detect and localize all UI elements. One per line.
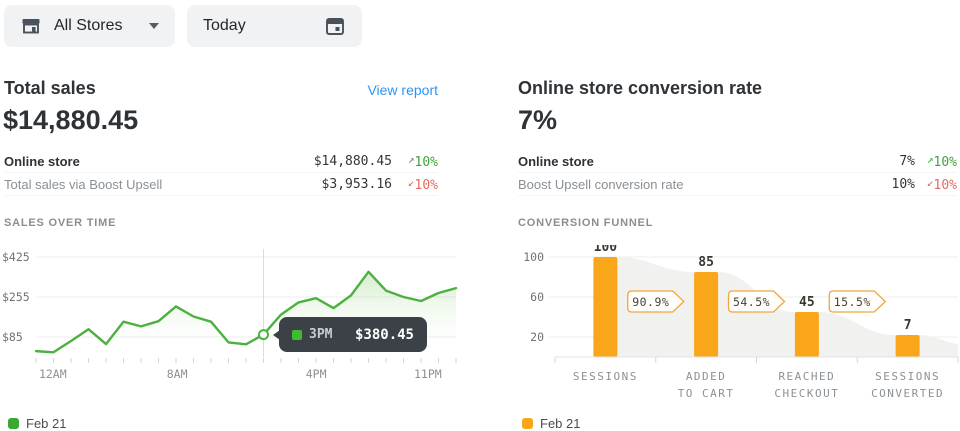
calendar-icon bbox=[326, 18, 344, 35]
svg-text:SESSIONS: SESSIONS bbox=[875, 370, 940, 383]
svg-text:SESSIONS: SESSIONS bbox=[573, 370, 638, 383]
total-sales-title: Total sales bbox=[4, 78, 96, 98]
svg-text:REACHED: REACHED bbox=[778, 370, 835, 383]
conversion-breakdown: Online store 7% ↗10% Boost Upsell conver… bbox=[518, 150, 957, 196]
chart-tooltip: 3PM $380.45 bbox=[273, 317, 427, 352]
view-report-link[interactable]: View report bbox=[367, 82, 438, 98]
svg-text:90.9%: 90.9% bbox=[632, 295, 669, 309]
metric-row-boost-upsell: Total sales via Boost Upsell $3,953.16 ↙… bbox=[4, 173, 438, 196]
legend-swatch-icon bbox=[522, 418, 533, 429]
tooltip-time: 3PM bbox=[309, 327, 333, 342]
metric-delta: ↗10% bbox=[926, 152, 957, 170]
metric-delta: ↙10% bbox=[407, 175, 438, 193]
metric-row-online-store: Online store $14,880.45 ↗10% bbox=[4, 150, 438, 173]
sales-legend: Feb 21 bbox=[8, 416, 66, 431]
trend-down-icon: ↙ bbox=[407, 175, 415, 189]
funnel-legend: Feb 21 bbox=[522, 416, 580, 431]
svg-text:100: 100 bbox=[594, 245, 618, 255]
svg-text:CHECKOUT: CHECKOUT bbox=[774, 387, 839, 400]
metric-value: $14,880.45 bbox=[313, 153, 392, 169]
metric-label: Total sales via Boost Upsell bbox=[4, 176, 163, 192]
date-selector-button[interactable]: Today bbox=[187, 5, 362, 47]
metric-value: 7% bbox=[899, 153, 915, 169]
metric-delta: ↗10% bbox=[407, 152, 438, 170]
svg-text:CONVERTED: CONVERTED bbox=[871, 387, 944, 400]
trend-up-icon: ↗ bbox=[407, 152, 415, 166]
chevron-down-icon bbox=[149, 23, 159, 29]
series-swatch-icon bbox=[292, 329, 302, 340]
legend-swatch-icon bbox=[8, 418, 19, 429]
conversion-funnel-label: CONVERSION FUNNEL bbox=[518, 217, 654, 229]
conversion-rate-title: Online store conversion rate bbox=[518, 78, 763, 98]
svg-text:$85: $85 bbox=[2, 330, 23, 344]
svg-text:TO CART: TO CART bbox=[678, 387, 735, 400]
trend-down-icon: ↙ bbox=[926, 175, 934, 189]
tooltip-value: $380.45 bbox=[354, 326, 414, 343]
metric-delta: ↙10% bbox=[926, 175, 957, 193]
storefront-icon bbox=[22, 19, 40, 34]
svg-text:15.5%: 15.5% bbox=[834, 295, 871, 309]
metric-row-online-store-rate: Online store 7% ↗10% bbox=[518, 150, 957, 173]
trend-up-icon: ↗ bbox=[926, 152, 934, 166]
svg-text:7: 7 bbox=[904, 318, 912, 333]
svg-text:45: 45 bbox=[799, 295, 815, 310]
conversion-funnel-chart[interactable]: 100 60 20 100 85 45 7 90.9% 54.5% 15.5% SESSIONS AD… bbox=[518, 245, 960, 410]
metric-label: Online store bbox=[518, 153, 594, 169]
sales-line-chart[interactable]: $425 $255 $85 12AM 8AM 4PM 11PM bbox=[0, 245, 460, 385]
svg-text:ADDED: ADDED bbox=[686, 370, 727, 383]
sales-over-time-label: SALES OVER TIME bbox=[4, 217, 117, 229]
svg-text:11PM: 11PM bbox=[414, 367, 442, 381]
legend-label: Feb 21 bbox=[540, 416, 581, 431]
svg-text:12AM: 12AM bbox=[39, 367, 67, 381]
metric-row-boost-upsell-rate: Boost Upsell conversion rate 10% ↙10% bbox=[518, 173, 957, 196]
svg-text:8AM: 8AM bbox=[167, 367, 188, 381]
svg-text:20: 20 bbox=[530, 330, 544, 344]
svg-text:100: 100 bbox=[523, 250, 544, 264]
metric-label: Online store bbox=[4, 153, 80, 169]
store-selector-button[interactable]: All Stores bbox=[4, 5, 175, 47]
metric-value: $3,953.16 bbox=[321, 176, 392, 192]
svg-text:$425: $425 bbox=[2, 250, 30, 264]
store-selector-label: All Stores bbox=[54, 17, 123, 34]
metric-label: Boost Upsell conversion rate bbox=[518, 176, 684, 192]
svg-text:4PM: 4PM bbox=[306, 367, 327, 381]
date-selector-label: Today bbox=[203, 17, 246, 34]
total-sales-value: $14,880.45 bbox=[3, 105, 139, 135]
svg-text:$255: $255 bbox=[2, 290, 30, 304]
svg-text:54.5%: 54.5% bbox=[733, 295, 770, 309]
svg-text:85: 85 bbox=[698, 255, 714, 270]
legend-label: Feb 21 bbox=[26, 416, 67, 431]
total-sales-breakdown: Online store $14,880.45 ↗10% Total sales… bbox=[4, 150, 438, 196]
conversion-rate-value: 7% bbox=[518, 105, 558, 135]
metric-value: 10% bbox=[891, 176, 915, 192]
svg-text:60: 60 bbox=[530, 290, 544, 304]
